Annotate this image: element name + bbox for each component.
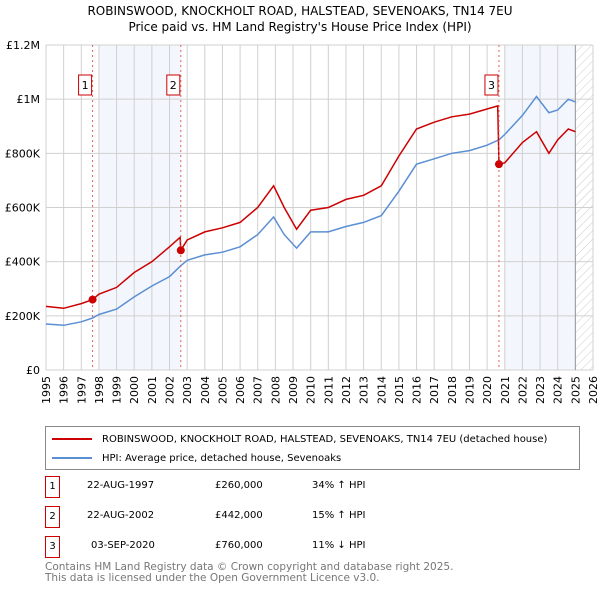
price-chart: ROBINSWOOD, KNOCKHOLT ROAD, HALSTEAD, SE…: [5, 4, 600, 404]
sale-label-number: 1: [82, 79, 89, 92]
sale-hpi: 11% ↓ HPI: [312, 540, 366, 551]
x-tick-label: 2006: [234, 376, 247, 404]
sale-hpi: 34% ↑ HPI: [312, 480, 366, 491]
sale-label-box: [166, 74, 181, 96]
sale-point: [176, 246, 185, 255]
y-tick-label: £1M: [17, 93, 41, 106]
sale-point: [88, 295, 97, 304]
sale-price: £760,000: [215, 540, 263, 551]
x-tick-label: 2000: [128, 376, 141, 404]
sale-label-box: [484, 74, 499, 96]
x-tick-label: 2017: [428, 376, 441, 404]
x-tick-label: 2011: [322, 376, 335, 404]
x-tick-label: 2016: [411, 376, 424, 404]
x-tick-label: 2012: [340, 376, 353, 404]
footer-copyright: Contains HM Land Registry data © Crown c…: [45, 561, 454, 573]
y-tick-label: £200K: [5, 310, 41, 323]
legend: ROBINSWOOD, KNOCKHOLT ROAD, HALSTEAD, SE…: [45, 426, 580, 470]
x-tick-label: 2023: [534, 376, 547, 404]
sale-price: £260,000: [215, 480, 263, 491]
x-tick-label: 2025: [569, 376, 582, 404]
chart-subtitle: Price paid vs. HM Land Registry's House …: [128, 20, 471, 34]
sale-label-number: 3: [488, 79, 495, 92]
x-tick-label: 2021: [499, 376, 512, 404]
sale-hpi: 15% ↑ HPI: [312, 510, 366, 521]
x-tick-label: 1999: [111, 376, 124, 404]
x-tick-label: 2026: [587, 376, 600, 404]
y-tick-label: £1.2M: [6, 39, 40, 52]
x-tick-label: 2013: [358, 376, 371, 404]
legend-label-property: ROBINSWOOD, KNOCKHOLT ROAD, HALSTEAD, SE…: [102, 433, 548, 445]
x-tick-label: 2024: [552, 376, 565, 404]
x-tick-label: 2002: [164, 376, 177, 404]
y-tick-label: £800K: [5, 147, 41, 160]
sale-date: 22-AUG-1997: [87, 480, 155, 491]
property-price-line: [45, 104, 576, 310]
y-tick-label: £600K: [5, 202, 41, 215]
sale-date: 03-SEP-2020: [91, 540, 155, 551]
footer: Contains HM Land Registry data © Crown c…: [45, 562, 453, 584]
sale-point: [494, 160, 503, 169]
sale-label-number: 2: [170, 79, 177, 92]
x-tick-label: 1997: [75, 376, 88, 404]
chart-title: ROBINSWOOD, KNOCKHOLT ROAD, HALSTEAD, SE…: [87, 4, 512, 18]
sale-number: 1: [45, 476, 60, 498]
sale-date: 22-AUG-2002: [87, 510, 155, 521]
sale-number: 3: [45, 536, 60, 558]
legend-item-property: ROBINSWOOD, KNOCKHOLT ROAD, HALSTEAD, SE…: [46, 431, 547, 447]
x-tick-label: 2003: [181, 376, 194, 404]
sale-price: £442,000: [215, 510, 263, 521]
x-tick-label: 2001: [146, 376, 159, 404]
x-tick-label: 2014: [375, 376, 388, 404]
legend-swatch-hpi: [52, 457, 92, 459]
x-tick-label: 2020: [481, 376, 494, 404]
x-tick-label: 2009: [287, 376, 300, 404]
footer-licence: This data is licensed under the Open Gov…: [45, 572, 380, 584]
legend-label-hpi: HPI: Average price, detached house, Seve…: [102, 452, 342, 464]
x-tick-label: 2010: [305, 376, 318, 404]
x-tick-label: 1996: [58, 376, 71, 404]
x-tick-label: 2019: [463, 376, 476, 404]
x-tick-label: 2015: [393, 376, 406, 404]
sale-number: 2: [45, 506, 60, 528]
x-tick-label: 2008: [269, 376, 282, 404]
x-tick-label: 1995: [40, 376, 53, 404]
x-tick-label: 2007: [252, 376, 265, 404]
x-tick-label: 2004: [199, 376, 212, 404]
x-tick-label: 2005: [216, 376, 229, 404]
x-tick-label: 2018: [446, 376, 459, 404]
x-tick-label: 2022: [516, 376, 529, 404]
legend-swatch-property: [52, 438, 92, 440]
legend-item-hpi: HPI: Average price, detached house, Seve…: [46, 450, 341, 466]
x-tick-label: 1998: [93, 376, 106, 404]
y-tick-label: £400K: [5, 256, 41, 269]
y-tick-label: £0: [26, 364, 40, 377]
hpi-line: [45, 95, 576, 327]
sale-label-box: [78, 74, 93, 96]
